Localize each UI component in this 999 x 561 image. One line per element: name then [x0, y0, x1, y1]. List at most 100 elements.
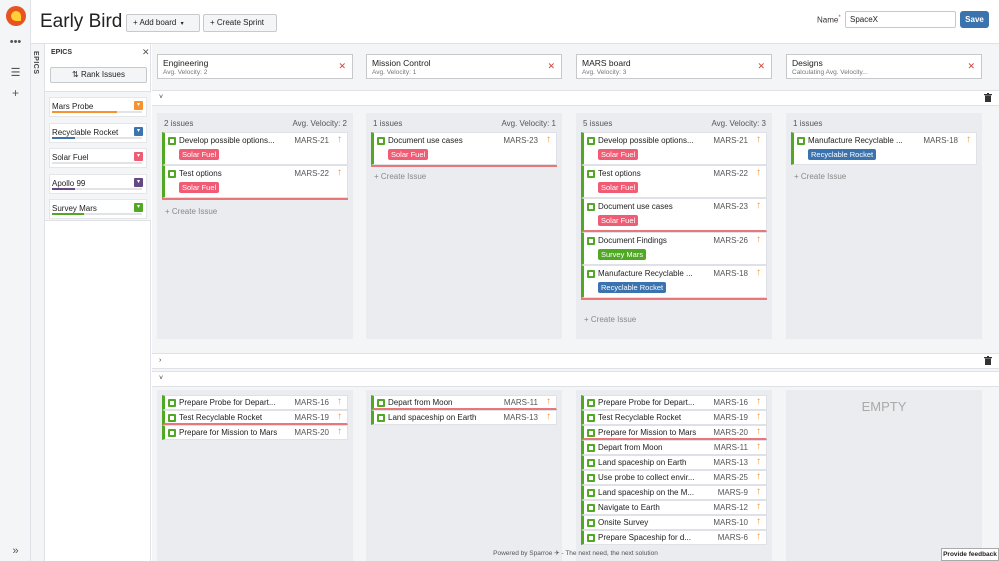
- issue-card[interactable]: Prepare Probe for Depart... MARS-16 ↑: [581, 395, 767, 410]
- rank-issues-button[interactable]: ⇅ Rank Issues: [50, 67, 147, 83]
- epic-color-dropdown-icon[interactable]: ▾: [134, 152, 143, 161]
- epic-label-badge: Recyclable Rocket: [808, 149, 877, 160]
- create-issue-link[interactable]: + Create Issue: [374, 171, 427, 181]
- board-card[interactable]: Engineering Avg. Velocity: 2 ✕: [157, 54, 353, 79]
- issue-card[interactable]: Manufacture Recyclable ... MARS-18 ↑ Recycl…: [791, 132, 977, 165]
- epic-label-badge: Survey Mars: [598, 249, 647, 260]
- card-group: Develop possible options... MARS-21 ↑ Solar…: [581, 132, 767, 300]
- story-type-icon: [587, 474, 595, 482]
- issue-card[interactable]: Land spaceship on the M... MARS-9 ↑: [581, 485, 767, 500]
- issue-summary: Test options: [598, 169, 641, 178]
- priority-high-icon: ↑: [756, 531, 761, 542]
- close-icon[interactable]: ✕: [142, 47, 150, 57]
- epic-color-dropdown-icon[interactable]: ▾: [134, 101, 143, 110]
- board-card[interactable]: Designs Calculating Avg. Velocity... ✕: [786, 54, 982, 79]
- epic-color-dropdown-icon[interactable]: ▾: [134, 203, 143, 212]
- issue-key: MARS-20: [294, 428, 329, 437]
- epic-color-dropdown-icon[interactable]: ▾: [134, 126, 143, 136]
- issue-card[interactable]: Manufacture Recyclable ... MARS-18 ↑ Recycl…: [581, 265, 767, 298]
- priority-high-icon: ↑: [756, 501, 761, 512]
- issue-card[interactable]: Depart from Moon MARS-11 ↑: [371, 395, 557, 410]
- story-type-icon: [587, 137, 595, 145]
- issue-count: 2 issues: [164, 119, 194, 128]
- epic-item[interactable]: Mars Probe ▾: [49, 97, 147, 117]
- issue-card[interactable]: Prepare for Mission to Mars MARS-20 ↑: [162, 425, 348, 440]
- epic-name: Apollo 99: [52, 178, 86, 188]
- remove-board-icon[interactable]: ✕: [757, 61, 765, 71]
- remove-board-icon[interactable]: ✕: [967, 61, 975, 71]
- epic-color-dropdown-icon[interactable]: ▾: [134, 177, 143, 187]
- epic-progress-bar: [52, 187, 142, 190]
- issue-card[interactable]: Use probe to collect envir... MARS-25 ↑: [581, 470, 767, 485]
- priority-high-icon: ↑: [756, 234, 761, 245]
- issue-count: 1 issues: [373, 119, 403, 128]
- issue-card[interactable]: Document Findings MARS-26 ↑ Survey Mars: [581, 232, 767, 265]
- issue-card[interactable]: Develop possible options... MARS-21 ↑ Solar…: [162, 132, 348, 165]
- issue-card[interactable]: Depart from Moon MARS-11 ↑: [581, 440, 767, 455]
- board-card[interactable]: Mission Control Avg. Velocity: 1 ✕: [366, 54, 562, 79]
- epic-item[interactable]: Recyclable Rocket ▾: [49, 122, 147, 143]
- board-velocity: Avg. Velocity: 1: [372, 69, 417, 76]
- issue-card[interactable]: Test options MARS-22 ↑ Solar Fuel: [162, 165, 348, 198]
- board-name: MARS board: [582, 58, 631, 68]
- issue-card[interactable]: Prepare Probe for Depart... MARS-16 ↑: [162, 395, 348, 410]
- board-card[interactable]: MARS board Avg. Velocity: 3 ✕: [576, 54, 772, 79]
- backlog-column: Prepare Probe for Depart... MARS-16 ↑ Test …: [157, 390, 353, 561]
- name-input[interactable]: [845, 11, 956, 28]
- issue-card[interactable]: Navigate to Earth MARS-12 ↑: [581, 500, 767, 515]
- story-type-icon: [587, 270, 595, 278]
- issue-card[interactable]: Land spaceship on Earth MARS-13 ↑: [371, 410, 557, 425]
- issue-card[interactable]: Document use cases MARS-23 ↑ Solar Fuel: [371, 132, 557, 165]
- name-label-text: Name: [817, 15, 839, 25]
- epics-tab[interactable]: EPICS: [31, 43, 45, 561]
- issue-card[interactable]: Test options MARS-22 ↑ Solar Fuel: [581, 165, 767, 198]
- remove-board-icon[interactable]: ✕: [547, 61, 555, 71]
- add-board-button[interactable]: + Add board ▾: [126, 14, 200, 32]
- app-logo-icon[interactable]: [6, 6, 26, 26]
- issue-summary: Develop possible options...: [598, 136, 694, 145]
- menu-icon[interactable]: ☰: [10, 67, 21, 79]
- save-button[interactable]: Save: [960, 11, 989, 28]
- epic-name: Mars Probe: [52, 102, 94, 111]
- create-issue-link[interactable]: + Create Issue: [165, 207, 218, 217]
- priority-high-icon: ↑: [966, 134, 971, 145]
- epic-label-badge: Recyclable Rocket: [598, 282, 667, 293]
- expand-rail-icon[interactable]: »: [12, 545, 19, 557]
- issue-card[interactable]: Test Recyclable Rocket MARS-19 ↑: [581, 410, 767, 425]
- epic-item[interactable]: Survey Mars ▾: [49, 199, 147, 219]
- toggle-chevron-icon[interactable]: ›: [159, 357, 162, 364]
- issue-card[interactable]: Test Recyclable Rocket MARS-19 ↑: [162, 410, 348, 425]
- chevron-down-icon: ▾: [180, 21, 184, 27]
- plus-icon[interactable]: +: [11, 86, 19, 100]
- toggle-chevron-icon[interactable]: ˅: [159, 94, 164, 101]
- page-title: Early Bird: [40, 11, 123, 32]
- remove-board-icon[interactable]: ✕: [338, 61, 346, 71]
- create-issue-link[interactable]: + Create Issue: [584, 315, 637, 324]
- issue-card[interactable]: Land spaceship on Earth MARS-13 ↑: [581, 455, 767, 470]
- issue-card[interactable]: Prepare for Mission to Mars MARS-20 ↑: [581, 425, 767, 440]
- create-issue-link[interactable]: + Create Issue: [794, 171, 847, 181]
- trash-icon[interactable]: [984, 93, 992, 102]
- priority-high-icon: ↑: [337, 134, 342, 145]
- epic-progress-fill: [52, 136, 75, 139]
- more-icon[interactable]: •••: [9, 36, 22, 48]
- issue-card[interactable]: Develop possible options... MARS-21 ↑ Solar…: [581, 132, 767, 165]
- epic-item[interactable]: Solar Fuel ▾: [49, 148, 147, 168]
- required-marker: *: [838, 15, 841, 21]
- issue-key: MARS-12: [713, 503, 748, 512]
- issue-key: MARS-16: [294, 398, 329, 407]
- story-type-icon: [377, 137, 385, 145]
- issue-summary: Document use cases: [388, 136, 463, 145]
- issue-card[interactable]: Onsite Survey MARS-10 ↑: [581, 515, 767, 530]
- trash-icon[interactable]: [984, 356, 992, 365]
- column-velocity: Avg. Velocity: 2: [292, 119, 347, 128]
- story-type-icon: [797, 137, 805, 145]
- epic-item[interactable]: Apollo 99 ▾: [49, 173, 147, 194]
- provide-feedback-button[interactable]: Provide feedback: [941, 548, 999, 561]
- issue-card[interactable]: Prepare Spaceship for d... MARS-6 ↑: [581, 530, 767, 545]
- epic-label-badge: Solar Fuel: [179, 149, 220, 160]
- toggle-chevron-icon[interactable]: ˅: [159, 375, 164, 382]
- story-type-icon: [587, 170, 595, 178]
- create-sprint-button[interactable]: + Create Sprint: [203, 14, 277, 32]
- issue-card[interactable]: Document use cases MARS-23 ↑ Solar Fuel: [581, 198, 767, 232]
